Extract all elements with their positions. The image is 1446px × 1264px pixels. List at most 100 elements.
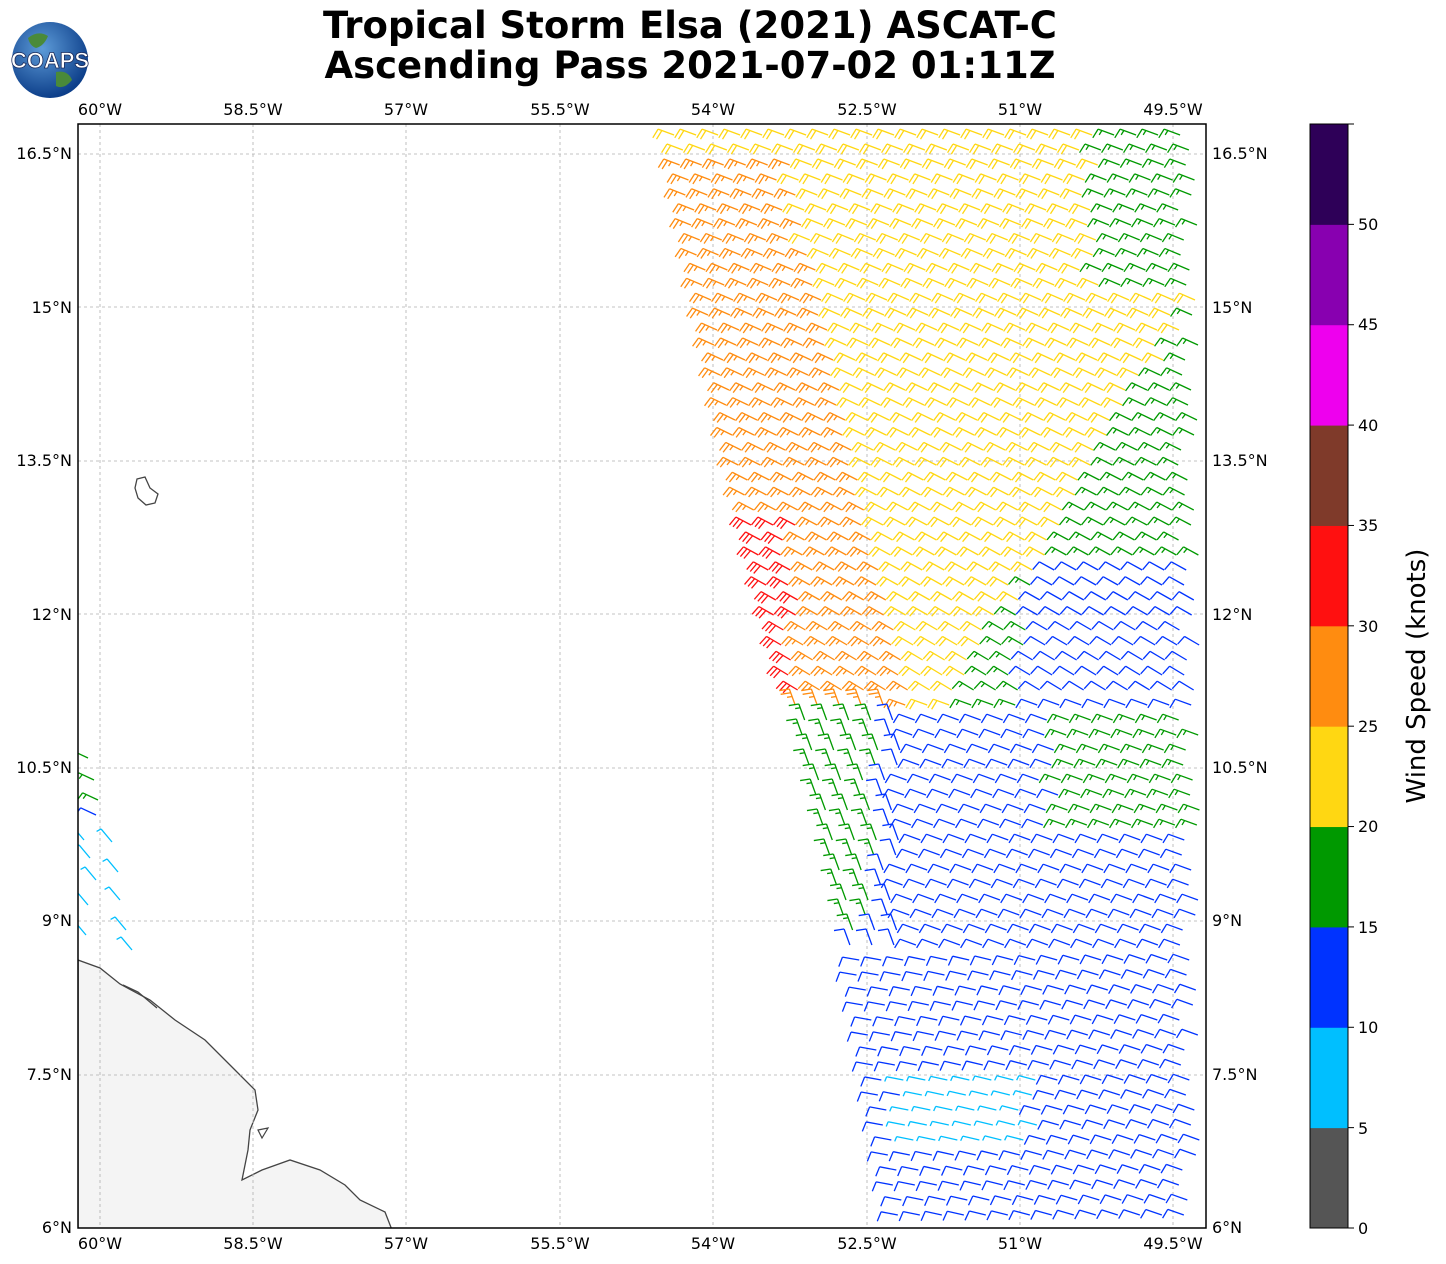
wind-barb-flag xyxy=(915,548,924,558)
wind-barb xyxy=(1111,635,1134,646)
wind-barb-shaft xyxy=(817,158,834,166)
wind-barb-flag xyxy=(1156,203,1163,213)
wind-barb xyxy=(1146,516,1170,526)
wind-barb xyxy=(871,620,894,632)
wind-barb-flag xyxy=(672,219,680,230)
wind-barb-flag xyxy=(846,294,854,304)
wind-barb xyxy=(992,516,1016,528)
wind-barb-shaft xyxy=(1015,1090,1033,1096)
wind-barb-flag xyxy=(817,382,825,392)
wind-barb-shaft xyxy=(798,143,816,151)
wind-barb-flag xyxy=(1109,518,1114,524)
wind-barb-shaft xyxy=(1090,680,1107,691)
wind-barb xyxy=(856,650,879,662)
wind-barb-shaft xyxy=(854,688,862,706)
wind-barb-flag xyxy=(723,158,731,168)
wind-barb xyxy=(674,247,697,259)
wind-barb-flag xyxy=(1071,458,1080,468)
wind-barb-flag xyxy=(1073,233,1081,243)
wind-barb-shaft xyxy=(1156,426,1173,436)
wind-barb-shaft xyxy=(980,591,997,601)
wind-barb-flag xyxy=(1054,650,1063,660)
wind-barb-flag xyxy=(860,516,869,526)
wind-barb-flag xyxy=(1156,456,1164,466)
wind-barb-flag xyxy=(806,637,815,647)
wind-barb-flag xyxy=(842,842,848,845)
wind-barb-flag xyxy=(745,415,750,421)
wind-barb-shaft xyxy=(788,688,796,706)
wind-barb-shaft xyxy=(861,352,878,361)
wind-barb xyxy=(779,218,802,230)
wind-barb-shaft xyxy=(858,367,875,376)
wind-barb-shaft xyxy=(902,367,919,376)
wind-barb-flag xyxy=(1074,805,1078,811)
wind-barb-shaft xyxy=(700,203,717,211)
wind-barb-shaft xyxy=(750,576,767,586)
wind-barb-flag xyxy=(865,309,873,319)
wind-barb-flag xyxy=(1170,745,1175,751)
wind-barb-shaft xyxy=(1166,367,1183,376)
wind-barb-flag xyxy=(1127,680,1136,690)
wind-barb xyxy=(902,397,925,408)
wind-barb xyxy=(951,501,975,513)
wind-barb xyxy=(1114,247,1137,258)
wind-barb-flag xyxy=(696,310,701,316)
wind-barb xyxy=(775,591,799,604)
wind-barb-flag xyxy=(652,128,659,139)
wind-barb-flag xyxy=(901,471,909,481)
wind-barb xyxy=(788,703,806,721)
wind-barb-flag xyxy=(696,128,703,139)
wind-barb-shaft xyxy=(951,650,967,661)
wind-barb-flag xyxy=(810,249,818,259)
wind-barb-flag xyxy=(740,128,747,139)
wind-barb xyxy=(1061,501,1085,511)
wind-barb-flag xyxy=(731,501,740,511)
wind-barb-flag xyxy=(787,130,795,140)
wind-barb-flag xyxy=(1093,820,1098,826)
wind-barb xyxy=(830,718,847,736)
wind-barb xyxy=(1166,397,1189,407)
wind-barb-shaft xyxy=(912,307,929,316)
wind-barb xyxy=(854,486,877,498)
wind-barb xyxy=(1047,620,1070,631)
wind-barb-flag xyxy=(1039,680,1048,690)
wind-barb-flag xyxy=(1013,263,1021,273)
wind-barb-shaft xyxy=(663,158,680,166)
wind-barb-flag xyxy=(828,248,836,258)
wind-barb-flag xyxy=(815,160,823,170)
wind-barb-flag xyxy=(1023,803,1031,814)
wind-barb xyxy=(1096,833,1119,844)
wind-barb-flag xyxy=(1007,758,1014,769)
wind-barb xyxy=(1063,908,1086,919)
wind-barb-flag xyxy=(889,503,897,513)
wind-barb-shaft xyxy=(1173,1073,1190,1081)
wind-barb-flag xyxy=(796,307,803,317)
wind-barb-flag xyxy=(675,204,683,215)
wind-barb xyxy=(904,516,928,528)
wind-barb-shaft xyxy=(1078,367,1095,376)
wind-barb-flag xyxy=(882,956,888,967)
wind-barb-flag xyxy=(1071,848,1079,859)
wind-barb-flag xyxy=(775,654,784,664)
wind-barb-flag xyxy=(933,412,941,422)
wind-barb-flag xyxy=(839,445,844,451)
wind-barb-flag xyxy=(930,173,938,183)
wind-barb-shaft xyxy=(921,938,939,946)
wind-barb-flag xyxy=(1170,160,1175,166)
wind-barb xyxy=(739,322,762,334)
wind-barb-flag xyxy=(723,415,728,421)
wind-barb-shaft xyxy=(966,247,983,256)
wind-barb-flag xyxy=(941,130,949,140)
wind-barb-flag xyxy=(732,518,740,528)
wind-barb-flag xyxy=(755,189,762,200)
wind-barb-flag xyxy=(1080,516,1089,526)
wind-barb-flag xyxy=(852,324,860,334)
wind-barb-shaft xyxy=(985,546,1001,556)
wind-barb-flag xyxy=(1143,249,1148,255)
wind-barb xyxy=(920,576,943,587)
wind-barb-flag xyxy=(802,546,810,556)
wind-barb-flag xyxy=(1040,1105,1047,1115)
wind-barb-flag xyxy=(1037,188,1045,198)
wind-barb-flag xyxy=(1146,516,1155,526)
wind-barb-shaft xyxy=(765,546,781,556)
